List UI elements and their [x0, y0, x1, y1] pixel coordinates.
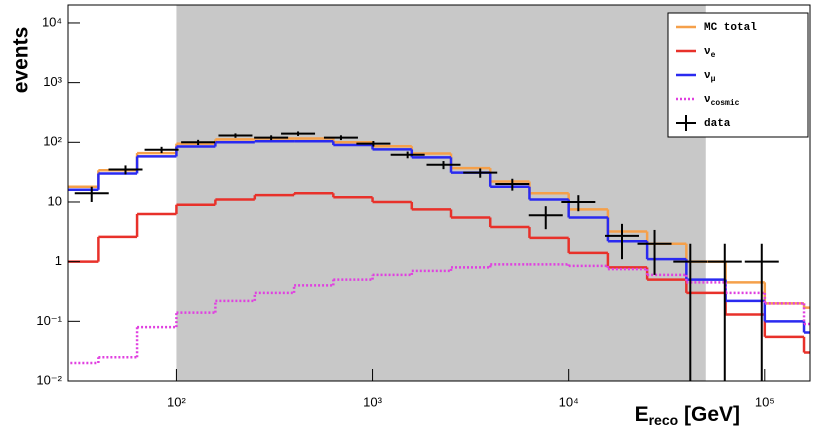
- legend-name-sub: e: [711, 51, 716, 60]
- legend-label: MC total: [704, 22, 757, 34]
- data-layer: [74, 131, 779, 381]
- x-label-main: E: [635, 403, 649, 426]
- shade-layer: [176, 5, 706, 381]
- x-axis-label: Ereco [GeV]: [635, 403, 740, 428]
- legend-label: νcosmic: [704, 94, 740, 108]
- legend-label: νe: [704, 46, 716, 60]
- x-tick-label: 10²: [167, 394, 186, 409]
- legend-name-sub: μ: [711, 75, 716, 84]
- legend-name: ν: [704, 94, 711, 106]
- x-label-unit: [GeV]: [678, 403, 740, 426]
- x-tick-label: 10⁴: [559, 394, 579, 409]
- y-tick-label: 10⁻²: [36, 372, 62, 387]
- y-tick-label: 10³: [43, 74, 62, 89]
- legend-name: MC total: [704, 22, 757, 34]
- histogram-layer: [68, 137, 810, 365]
- y-tick-label: 10⁻¹: [36, 313, 62, 328]
- legend-name-sub: cosmic: [711, 99, 740, 108]
- plot-frame: [67, 4, 811, 382]
- x-tick-label: 10³: [363, 394, 382, 409]
- y-axis-label: events: [10, 27, 33, 94]
- y-tick-label: 10²: [43, 134, 62, 149]
- legend-name: ν: [704, 46, 711, 58]
- y-tick-label: 1: [55, 253, 62, 268]
- legend-name: ν: [704, 70, 711, 82]
- y-tick-label: 10: [48, 193, 62, 208]
- y-tick-label: 10⁴: [42, 14, 62, 29]
- legend-label: data: [704, 118, 731, 130]
- legend-label: νμ: [704, 70, 716, 84]
- axis-layer: 10⁻² 10⁻¹ 1 10 10² 10³ 10⁴ 10² 10³ 10⁴ 10⁵: [36, 14, 774, 409]
- shaded-region: [176, 5, 706, 381]
- x-label-sub: reco: [649, 412, 679, 428]
- x-tick-label: 10⁵: [755, 394, 775, 409]
